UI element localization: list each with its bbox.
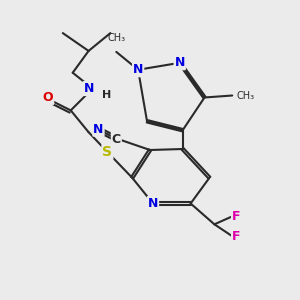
Text: O: O	[43, 91, 53, 104]
Text: N: N	[175, 56, 185, 69]
Text: C: C	[112, 133, 121, 146]
Text: CH₃: CH₃	[107, 33, 125, 43]
Text: F: F	[232, 210, 240, 223]
Text: S: S	[102, 145, 112, 159]
Text: N: N	[148, 197, 158, 210]
Text: N: N	[133, 63, 143, 76]
Text: H: H	[102, 89, 112, 100]
Text: F: F	[232, 230, 240, 243]
Text: N: N	[83, 82, 94, 95]
Text: CH₃: CH₃	[236, 91, 254, 100]
Text: N: N	[93, 123, 104, 136]
